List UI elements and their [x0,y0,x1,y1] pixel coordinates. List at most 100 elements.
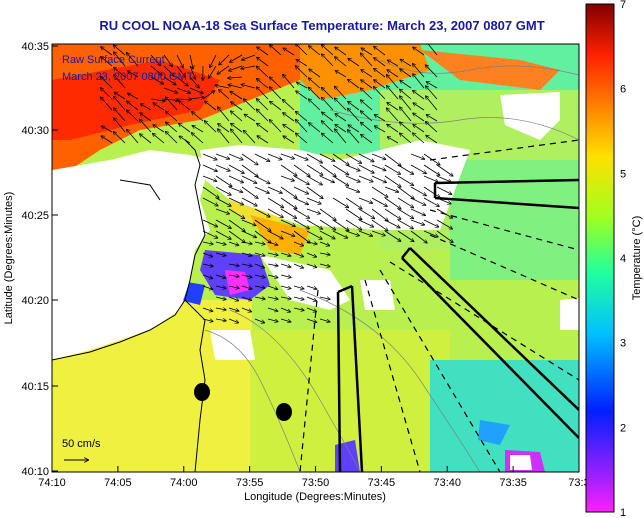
current-vector [267,208,283,217]
current-vector [410,164,426,173]
current-vector [374,47,386,56]
current-vector [293,307,304,310]
current-vector [215,186,231,195]
current-vector [101,77,113,89]
current-vector [400,96,412,111]
current-vector [293,208,309,218]
current-vector [361,122,373,133]
current-vector [280,274,291,277]
current-vector [228,318,238,323]
current-vector [335,114,347,122]
current-vector [140,113,152,122]
current-vector [228,241,238,245]
current-vector [345,164,360,171]
colorbar-ticks: 7 6 5 4 3 2 1 [620,0,626,518]
current-vector [306,186,323,198]
current-vector [127,130,139,144]
current-vector [202,318,213,321]
current-vector [319,297,330,299]
current-vector [267,241,278,245]
x-tick-label: 73:35 [499,477,527,489]
current-vector [257,109,269,122]
current-vector [241,285,252,289]
current-vector [280,297,291,299]
y-tick-label: 40:25 [21,210,49,222]
current-vector [283,48,295,56]
current-vector [267,153,282,160]
current-vector [114,92,126,100]
current-vector [332,230,347,238]
current-vector [114,118,126,133]
current-vector [215,208,229,214]
colorbar-label: Temperature (°C) [631,216,643,300]
current-vector [179,136,191,144]
current-vector [215,85,230,89]
current-vector [297,82,308,89]
current-vector [423,197,439,206]
current-vector [293,164,310,176]
current-vector [228,296,238,301]
current-vector [306,242,317,244]
current-vector [215,219,231,228]
legend-line1: Raw Surface Current [62,54,165,66]
current-vector [322,98,334,111]
current-vector [306,318,316,322]
x-axis-ticks: 74:10 74:05 74:00 73:55 73:50 73:45 73:40 73:35… [38,466,590,489]
current-vector [387,108,399,122]
x-tick-label: 73:55 [236,477,264,489]
legend-line2: March 23, 2007 0800 GMT [62,71,194,83]
scale-label: 50 cm/s [62,438,101,450]
current-vector [140,134,152,144]
current-vector [410,208,425,215]
colorbar-tick-label: 7 [620,0,626,11]
current-vector [218,107,230,122]
current-vector [153,125,165,133]
current-vector [231,102,243,111]
current-vector [319,175,334,182]
current-vector [358,197,372,203]
current-vector [413,91,425,100]
current-vector [254,263,264,268]
current-vector [150,54,160,65]
x-tick-label: 73:40 [433,477,461,489]
current-vector [189,65,195,79]
x-tick-label: 73:45 [368,477,396,489]
current-vector [205,121,217,133]
current-vector [426,86,438,100]
current-vector [335,57,347,67]
current-vector [166,97,178,111]
current-vector [358,219,373,227]
current-vector [384,197,401,209]
current-vector [413,103,425,111]
current-vector [345,197,362,209]
current-vector [228,307,239,311]
current-vector [306,153,322,163]
current-vector [293,296,304,299]
current-vector [306,296,316,301]
current-vector [293,175,309,184]
y-tick-label: 40:35 [21,41,49,53]
current-vector [150,76,163,84]
current-vector [270,87,282,100]
current-vector [280,263,291,267]
x-tick-label: 74:10 [38,477,66,489]
current-vector [128,71,139,78]
current-vector [358,153,374,162]
current-vector [280,186,297,198]
current-vector [371,208,388,221]
current-vector [397,197,413,208]
current-vector [176,54,183,68]
current-vector [400,69,412,78]
current-vector [374,80,386,89]
current-vector [101,47,113,56]
current-vector [176,65,185,77]
current-vector [306,263,316,267]
current-vector [202,307,212,311]
current-vector [309,46,321,56]
current-vector [293,285,304,289]
current-vector [257,87,269,100]
current-vector [361,80,373,89]
current-vector [322,45,334,56]
current-vector [189,54,193,69]
current-vector [371,175,386,182]
